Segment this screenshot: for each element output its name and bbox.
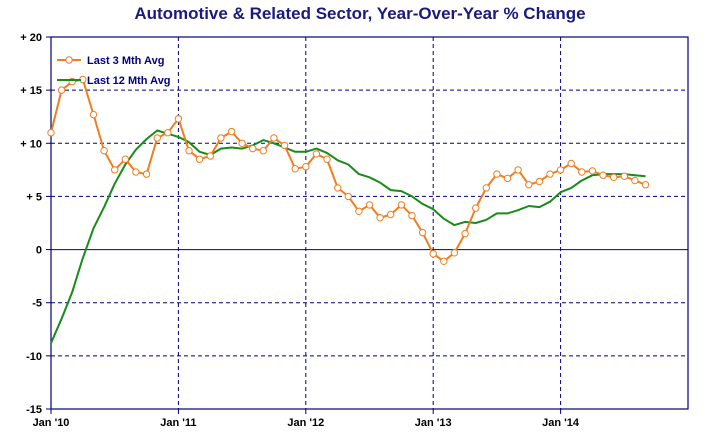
series-line-last-12-mth-avg	[50, 129, 646, 344]
data-point	[174, 115, 183, 123]
legend-label: Last 3 Mth Avg	[87, 55, 164, 67]
data-point	[418, 228, 427, 237]
data-point	[132, 168, 140, 176]
data-point	[461, 229, 469, 238]
data-point	[111, 166, 119, 174]
data-point	[238, 139, 246, 148]
data-point	[525, 181, 533, 189]
data-point	[440, 257, 448, 265]
data-point	[631, 176, 639, 185]
plot-area	[50, 36, 689, 410]
data-point	[280, 141, 289, 150]
data-point	[578, 168, 586, 176]
data-point	[556, 166, 565, 174]
data-point	[195, 155, 204, 163]
data-point	[429, 250, 437, 258]
y-tick-label: -15	[26, 404, 42, 416]
chart-title: Automotive & Related Sector, Year-Over-Y…	[134, 4, 586, 23]
data-point	[334, 184, 342, 192]
data-point	[217, 134, 225, 142]
data-point	[567, 159, 575, 168]
x-axis: Jan '10 Jan '11 Jan '12 Jan '13 Jan '14	[33, 409, 580, 429]
legend: Last 3 Mth Avg Last 12 Mth Avg	[57, 55, 171, 87]
data-point	[142, 170, 151, 178]
legend-label: Last 12 Mth Avg	[87, 75, 171, 87]
data-point	[610, 173, 618, 182]
data-point	[185, 147, 193, 155]
data-point	[302, 163, 310, 171]
y-tick-label: -10	[26, 351, 42, 363]
data-point	[365, 201, 374, 209]
data-point	[546, 170, 554, 178]
data-point	[535, 177, 544, 186]
y-tick-label: + 5	[26, 191, 42, 203]
x-tick-label: Jan '11	[160, 417, 196, 429]
data-point	[482, 184, 490, 192]
data-point	[641, 181, 650, 189]
data-point	[472, 204, 480, 212]
x-tick-label: Jan '13	[415, 417, 452, 429]
y-tick-label: + 15	[20, 85, 42, 97]
legend-marker	[65, 56, 73, 64]
data-point	[291, 165, 299, 173]
data-point	[121, 155, 130, 163]
data-point	[387, 210, 395, 219]
data-point	[47, 129, 55, 137]
data-point	[153, 134, 161, 142]
data-point	[620, 172, 628, 180]
grid-lines	[51, 37, 688, 409]
data-point	[514, 166, 522, 174]
data-point	[100, 147, 108, 155]
x-tick-label: Jan '14	[542, 417, 580, 429]
data-point	[227, 127, 236, 136]
series-layer	[47, 75, 650, 344]
data-point	[259, 147, 267, 155]
data-point	[164, 129, 172, 137]
data-point	[206, 152, 215, 160]
data-point	[344, 192, 352, 201]
x-tick-label: Jan '10	[33, 417, 70, 429]
data-point	[450, 249, 459, 257]
data-point	[355, 207, 363, 216]
y-axis: + 20 + 15 + 10 + 5 0 -5 -10 -15	[20, 32, 51, 416]
data-point	[57, 86, 66, 94]
data-point	[323, 155, 331, 163]
data-point	[89, 110, 98, 119]
data-point	[270, 134, 278, 142]
y-tick-label: + 10	[20, 138, 42, 150]
data-point	[312, 150, 321, 158]
data-point	[493, 170, 501, 178]
data-point	[599, 171, 607, 179]
y-tick-label: -5	[32, 298, 42, 310]
data-point	[408, 211, 416, 220]
data-point	[588, 167, 597, 175]
y-tick-label: + 20	[20, 32, 42, 44]
data-point	[249, 144, 257, 153]
data-point	[376, 214, 384, 222]
data-point	[503, 174, 512, 183]
data-point	[397, 201, 406, 209]
x-tick-label: Jan '12	[287, 417, 324, 429]
y-tick-label: 0	[36, 245, 42, 257]
